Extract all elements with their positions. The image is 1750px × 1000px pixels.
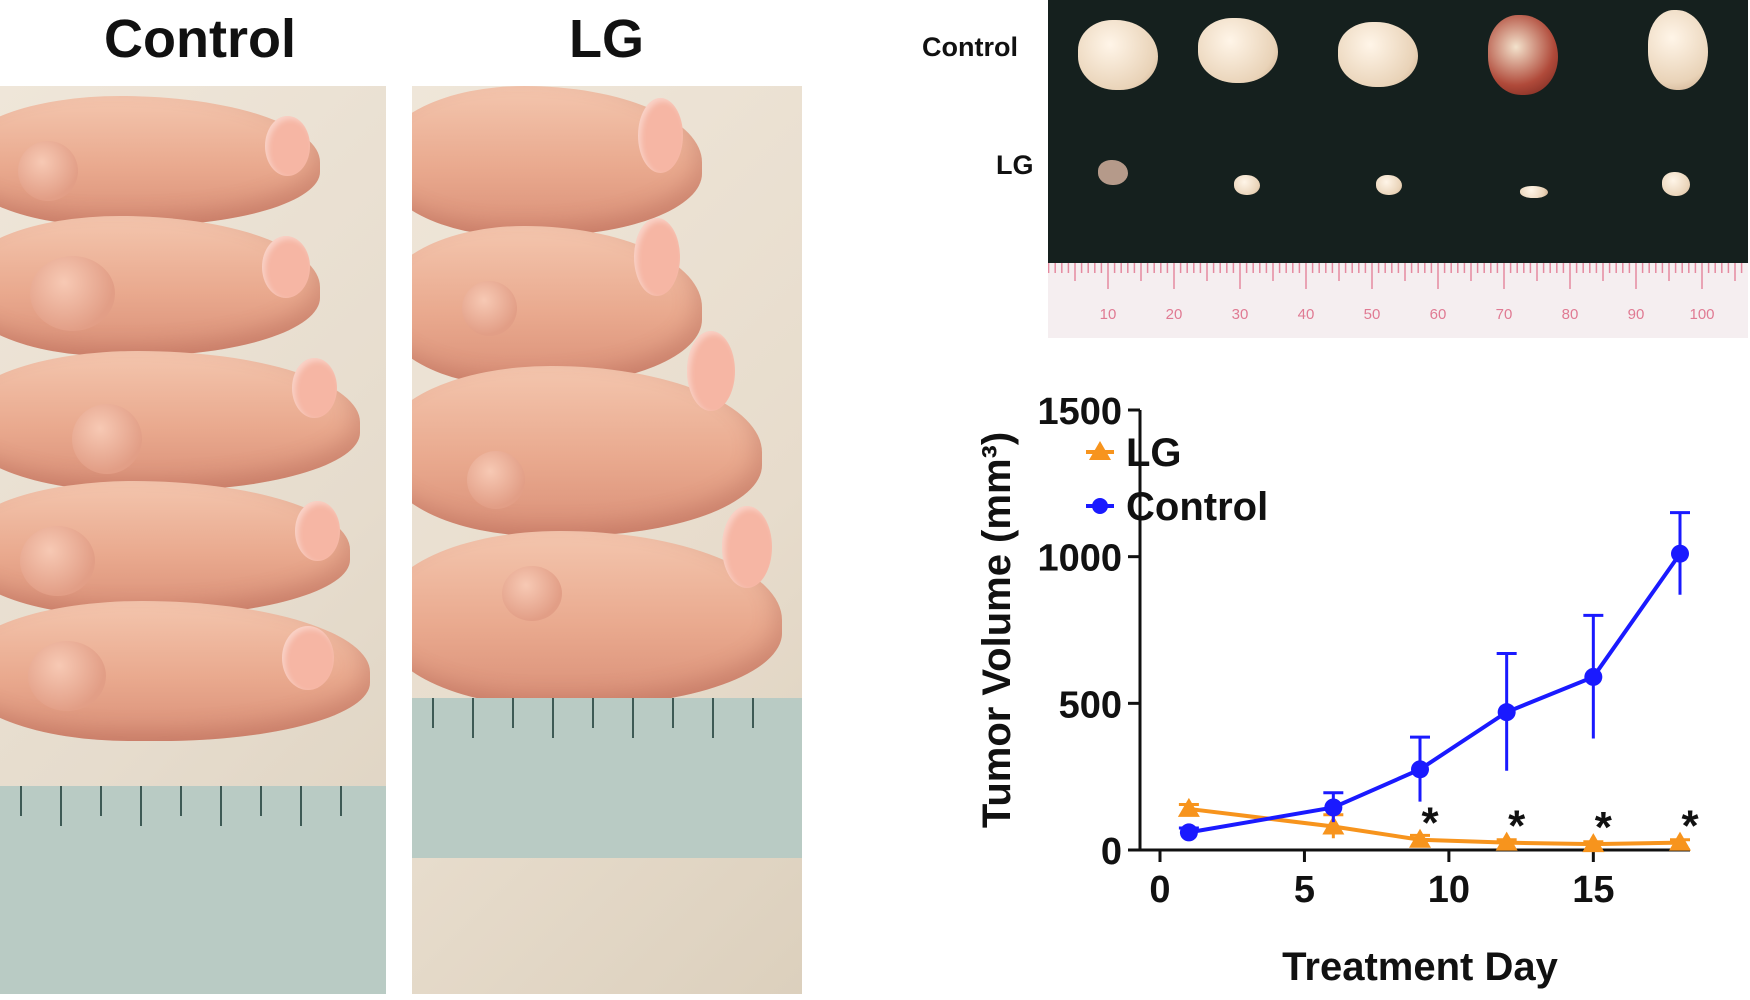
y-tick-label: 500 bbox=[1059, 684, 1122, 726]
y-tick-label: 1000 bbox=[1037, 538, 1122, 580]
ruler-number: 100 bbox=[1689, 306, 1714, 323]
data-point-lg bbox=[1582, 833, 1605, 853]
data-point-control bbox=[1584, 667, 1603, 686]
control-mice-photo bbox=[0, 86, 386, 994]
ruler-number: 20 bbox=[1166, 306, 1183, 323]
data-point-lg bbox=[1409, 828, 1431, 848]
significance-star: * bbox=[1681, 802, 1699, 851]
x-axis-label: Treatment Day bbox=[1282, 945, 1558, 989]
ruler-number: 30 bbox=[1232, 306, 1249, 323]
control-panel-title: Control bbox=[104, 9, 296, 69]
series-line-control bbox=[1188, 552, 1682, 835]
x-tick-label: 15 bbox=[1572, 869, 1614, 911]
lg-panel-title: LG bbox=[569, 9, 644, 69]
lg-mice-photo bbox=[412, 86, 802, 994]
data-point-lg bbox=[1669, 831, 1691, 851]
y-axis-label: Tumor Volume (mm³) bbox=[975, 432, 1019, 828]
data-point-control bbox=[1179, 823, 1198, 842]
tumor-ruler: 10 20 30 40 50 60 70 80 90 100 bbox=[1048, 263, 1748, 338]
ruler-number: 60 bbox=[1430, 306, 1447, 323]
ruler-number: 10 bbox=[1100, 306, 1117, 323]
ruler-number: 50 bbox=[1364, 306, 1381, 323]
legend-label-control: Control bbox=[1126, 485, 1268, 529]
series-line-lg bbox=[1188, 806, 1681, 847]
significance-star: * bbox=[1595, 803, 1613, 852]
legend-label-lg: LG bbox=[1126, 431, 1182, 475]
tumor-row-control-label: Control bbox=[922, 32, 1018, 62]
data-point-control bbox=[1497, 703, 1516, 722]
x-tick-label: 10 bbox=[1428, 869, 1470, 911]
significance-star: * bbox=[1508, 802, 1526, 851]
ruler-number: 40 bbox=[1298, 306, 1315, 323]
y-tick-label: 1500 bbox=[1037, 391, 1122, 433]
ruler-number: 80 bbox=[1562, 306, 1579, 323]
data-point-control bbox=[1671, 544, 1689, 563]
x-tick-label: 5 bbox=[1294, 869, 1315, 911]
y-tick-label: 0 bbox=[1101, 831, 1122, 873]
significance-star: * bbox=[1421, 799, 1439, 848]
tumor-volume-chart: 0 500 1000 1500 0 5 10 15 Treatment Day Tumor Vol… bbox=[975, 391, 1699, 989]
tumor-row-lg-label: LG bbox=[996, 150, 1034, 180]
data-point-lg bbox=[1322, 815, 1345, 835]
legend-marker-lg bbox=[1089, 441, 1111, 460]
legend-marker-control bbox=[1092, 498, 1108, 514]
data-point-lg bbox=[1177, 797, 1200, 817]
ruler-number: 70 bbox=[1496, 306, 1513, 323]
x-tick-label: 0 bbox=[1149, 869, 1170, 911]
data-point-control bbox=[1411, 760, 1429, 779]
data-point-lg bbox=[1495, 831, 1518, 851]
ruler-number: 90 bbox=[1628, 306, 1645, 323]
data-point-control bbox=[1324, 798, 1343, 817]
excised-tumors-photo bbox=[1048, 0, 1748, 263]
